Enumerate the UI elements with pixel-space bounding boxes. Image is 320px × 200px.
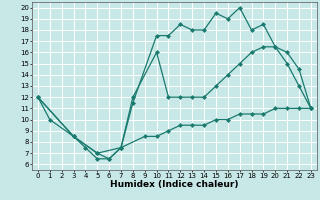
X-axis label: Humidex (Indice chaleur): Humidex (Indice chaleur) bbox=[110, 180, 239, 189]
